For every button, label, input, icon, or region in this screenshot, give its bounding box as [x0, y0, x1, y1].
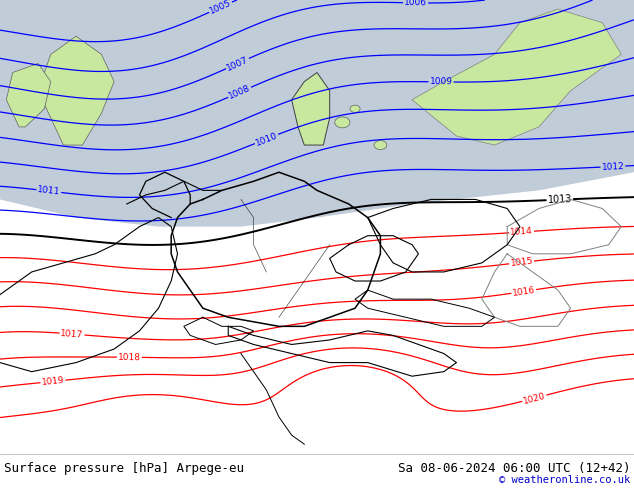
Polygon shape: [38, 36, 114, 145]
Polygon shape: [0, 0, 634, 226]
Text: 1019: 1019: [41, 376, 65, 387]
Circle shape: [335, 117, 350, 128]
Text: 1005: 1005: [208, 0, 233, 16]
Text: 1014: 1014: [510, 227, 533, 237]
Text: © weatheronline.co.uk: © weatheronline.co.uk: [499, 475, 630, 485]
Polygon shape: [412, 9, 621, 145]
Text: 1020: 1020: [522, 391, 547, 405]
Polygon shape: [6, 64, 51, 127]
Text: 1018: 1018: [118, 353, 141, 362]
Text: 1011: 1011: [37, 185, 61, 197]
Text: 1009: 1009: [429, 77, 453, 87]
Text: 1016: 1016: [512, 285, 536, 297]
Text: 1017: 1017: [60, 329, 84, 340]
Text: 1008: 1008: [227, 84, 252, 101]
Text: 1007: 1007: [225, 55, 250, 73]
Text: 1010: 1010: [254, 130, 279, 147]
Circle shape: [374, 141, 387, 149]
Text: 1006: 1006: [404, 0, 427, 7]
Text: 1015: 1015: [510, 257, 534, 268]
Circle shape: [350, 105, 360, 112]
Text: 1013: 1013: [547, 194, 573, 205]
Polygon shape: [292, 73, 330, 145]
Text: 1012: 1012: [601, 162, 624, 172]
Text: Surface pressure [hPa] Arpege-eu: Surface pressure [hPa] Arpege-eu: [4, 462, 244, 475]
Text: Sa 08-06-2024 06:00 UTC (12+42): Sa 08-06-2024 06:00 UTC (12+42): [398, 462, 630, 475]
